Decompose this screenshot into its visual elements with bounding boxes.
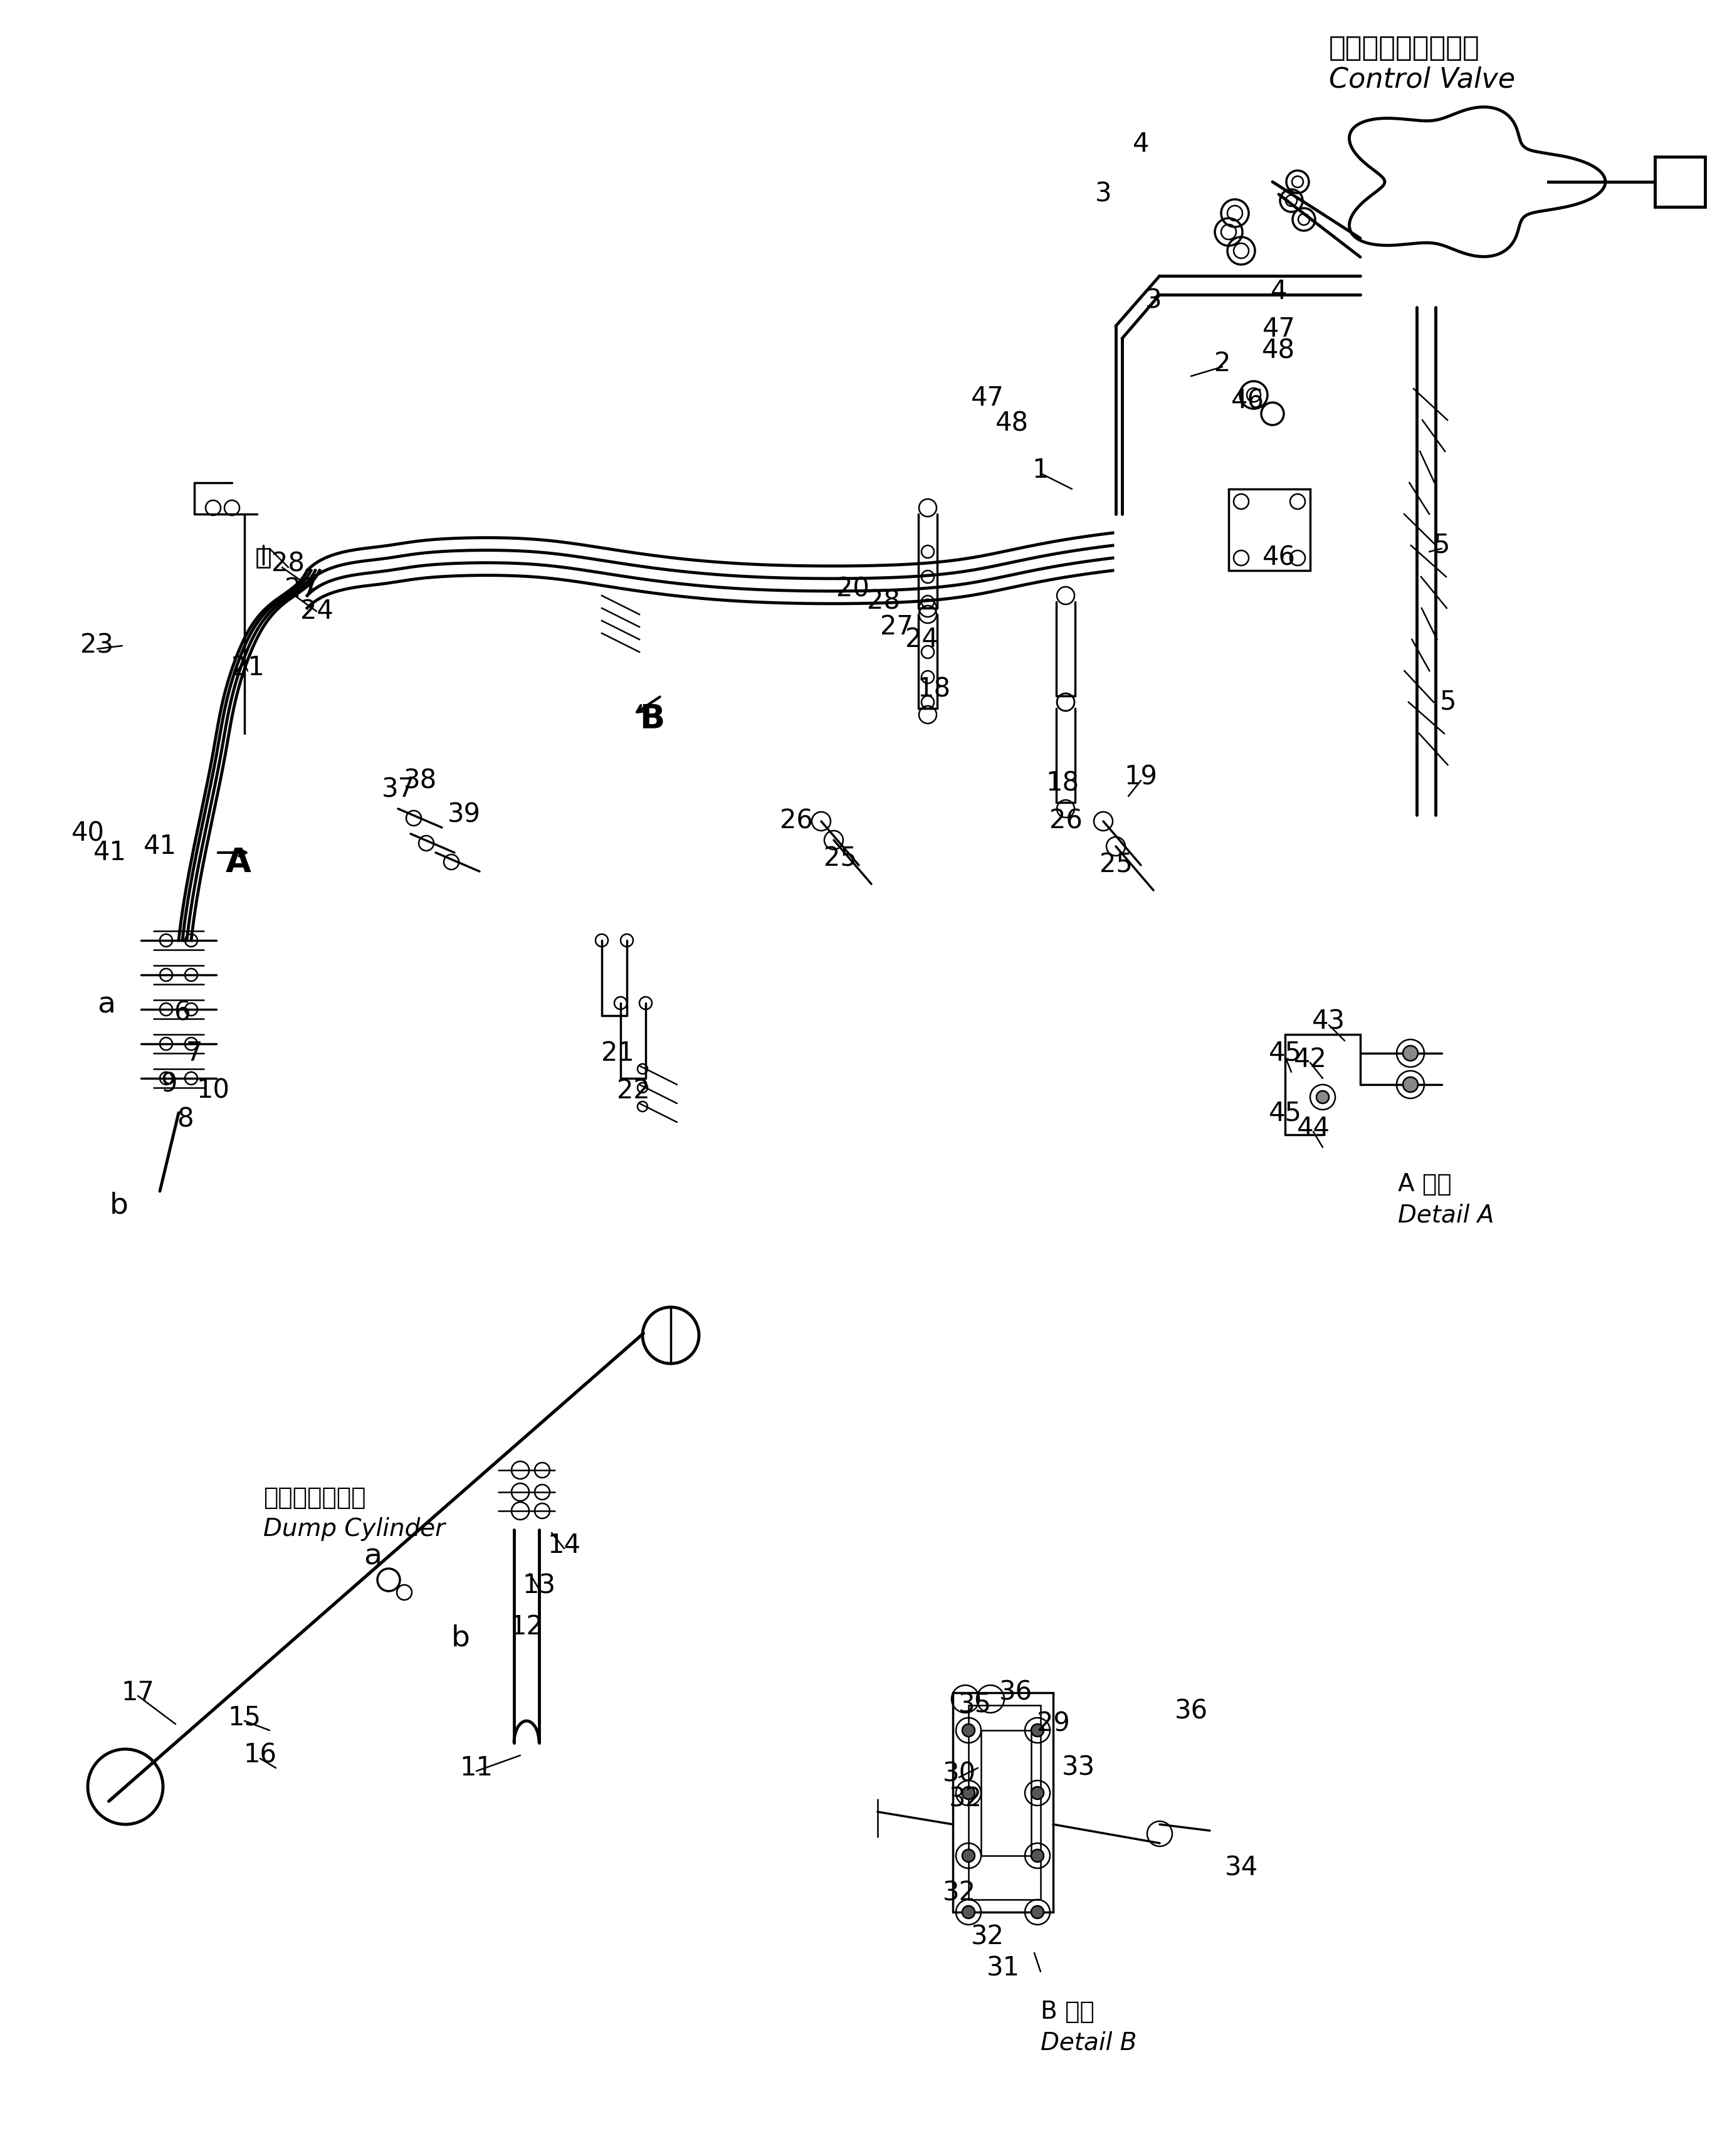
- Text: 5: 5: [1440, 690, 1456, 716]
- Text: 27: 27: [879, 614, 914, 640]
- Bar: [953, 1692, 1053, 1912]
- Text: B 詳細: B 詳細: [1041, 2001, 1095, 2024]
- Text: 25: 25: [824, 845, 857, 871]
- Text: 40: 40: [71, 821, 104, 847]
- Text: 19: 19: [1124, 763, 1157, 791]
- Text: 4: 4: [1133, 132, 1148, 157]
- Text: 1: 1: [1033, 457, 1048, 483]
- Text: 44: 44: [1297, 1115, 1330, 1143]
- Text: A: A: [226, 847, 252, 880]
- Text: 46: 46: [1262, 545, 1295, 571]
- Text: Dump Cylinder: Dump Cylinder: [263, 1518, 446, 1542]
- Text: 48: 48: [996, 410, 1029, 436]
- Text: Detail B: Detail B: [1041, 2031, 1136, 2055]
- Text: 22: 22: [617, 1078, 649, 1104]
- Text: 41: 41: [93, 839, 126, 867]
- Circle shape: [1402, 1078, 1418, 1093]
- Text: 47: 47: [1262, 317, 1295, 343]
- Text: 32: 32: [943, 1880, 976, 1906]
- Text: 37: 37: [382, 776, 414, 802]
- Text: 24: 24: [905, 625, 938, 653]
- Text: コントロールバルブ: コントロールバルブ: [1330, 34, 1480, 60]
- Text: b: b: [111, 1190, 128, 1220]
- Text: A 詳細: A 詳細: [1397, 1173, 1452, 1197]
- Circle shape: [1031, 1787, 1043, 1800]
- Text: 5: 5: [1433, 533, 1451, 558]
- Text: 18: 18: [1047, 770, 1079, 798]
- Bar: [257, 548, 269, 567]
- Text: 14: 14: [547, 1533, 580, 1559]
- Text: 11: 11: [459, 1755, 492, 1781]
- Text: 43: 43: [1313, 1009, 1345, 1035]
- Text: 4: 4: [1271, 278, 1287, 304]
- Text: 30: 30: [943, 1761, 976, 1787]
- Circle shape: [962, 1850, 974, 1863]
- Text: 42: 42: [1294, 1046, 1326, 1074]
- Text: 36: 36: [998, 1680, 1033, 1705]
- Text: 3: 3: [1095, 181, 1112, 207]
- Text: 33: 33: [1062, 1755, 1095, 1781]
- Text: 34: 34: [1224, 1854, 1257, 1882]
- Bar: [1228, 489, 1311, 571]
- Text: 18: 18: [917, 677, 950, 703]
- Text: 25: 25: [1100, 852, 1133, 877]
- Text: 21: 21: [231, 655, 264, 681]
- Text: 6: 6: [173, 1000, 190, 1026]
- Text: 15: 15: [228, 1705, 261, 1731]
- Text: 17: 17: [121, 1680, 154, 1705]
- Text: 28: 28: [867, 589, 900, 614]
- Circle shape: [1031, 1850, 1043, 1863]
- Text: 26: 26: [1048, 808, 1083, 834]
- Text: 16: 16: [244, 1742, 276, 1768]
- Bar: [969, 1705, 1041, 1899]
- Circle shape: [1031, 1906, 1043, 1919]
- Text: 35: 35: [958, 1692, 991, 1718]
- Circle shape: [1031, 1725, 1043, 1736]
- Text: a: a: [97, 990, 116, 1020]
- Text: 10: 10: [197, 1078, 230, 1104]
- Text: 23: 23: [81, 632, 114, 660]
- Circle shape: [962, 1725, 974, 1736]
- Circle shape: [962, 1787, 974, 1800]
- Text: 45: 45: [1268, 1100, 1302, 1125]
- Text: 8: 8: [176, 1106, 193, 1132]
- Circle shape: [962, 1906, 974, 1919]
- Text: 3: 3: [1145, 287, 1162, 315]
- Text: 48: 48: [1262, 338, 1295, 364]
- Bar: [1654, 157, 1705, 207]
- Text: 38: 38: [404, 768, 437, 793]
- Text: 46: 46: [1231, 388, 1264, 414]
- Text: 24: 24: [300, 597, 333, 625]
- Text: 7: 7: [187, 1039, 202, 1067]
- Text: 9: 9: [161, 1072, 178, 1097]
- Text: 36: 36: [1174, 1699, 1207, 1725]
- Text: b: b: [451, 1623, 470, 1651]
- Text: ダンプシリンダ: ダンプシリンダ: [263, 1485, 366, 1509]
- Text: 26: 26: [779, 808, 813, 834]
- Text: B: B: [639, 703, 665, 735]
- Text: 28: 28: [271, 552, 306, 578]
- Text: 45: 45: [1268, 1039, 1302, 1067]
- Text: 41: 41: [143, 832, 176, 860]
- Text: 13: 13: [523, 1574, 556, 1600]
- Text: a: a: [364, 1542, 382, 1570]
- Text: 20: 20: [836, 576, 869, 602]
- Bar: [981, 1731, 1031, 1856]
- Text: Detail A: Detail A: [1397, 1203, 1494, 1227]
- Text: 2: 2: [1214, 351, 1231, 377]
- Text: 27: 27: [285, 576, 318, 602]
- Text: 12: 12: [509, 1613, 542, 1641]
- Text: 29: 29: [1036, 1712, 1069, 1738]
- Circle shape: [1402, 1046, 1418, 1061]
- Text: 39: 39: [447, 802, 480, 828]
- Text: 31: 31: [986, 1955, 1019, 1981]
- Text: Control Valve: Control Valve: [1330, 67, 1515, 93]
- Text: 21: 21: [601, 1039, 634, 1067]
- Circle shape: [1316, 1091, 1330, 1104]
- Text: 32: 32: [971, 1923, 1003, 1951]
- Text: 32: 32: [948, 1785, 983, 1813]
- Text: 47: 47: [971, 386, 1003, 412]
